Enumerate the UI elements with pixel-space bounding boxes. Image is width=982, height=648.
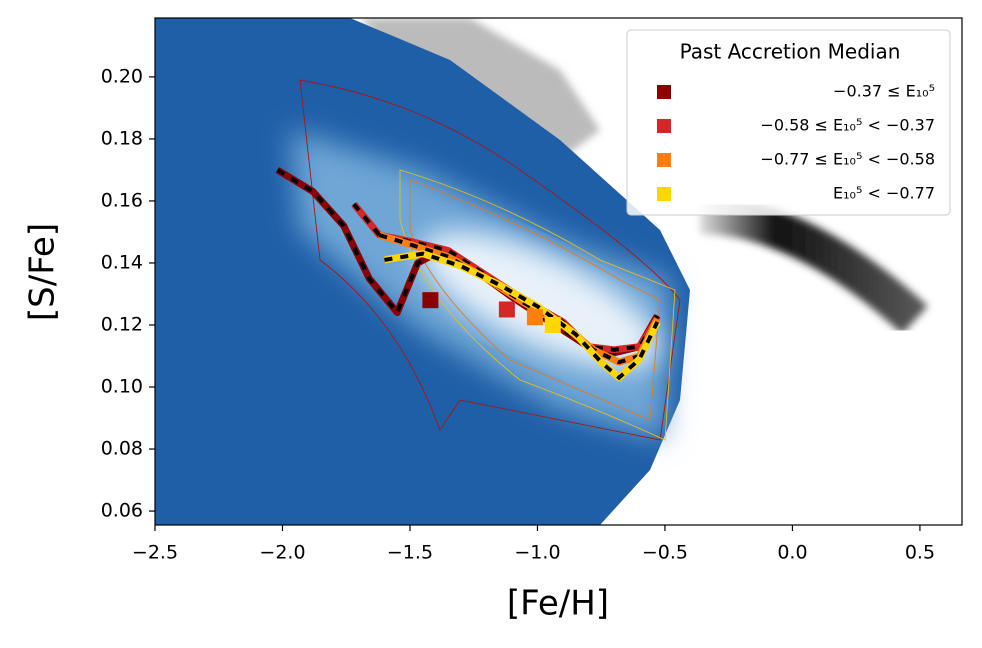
plot-frame [154, 17, 963, 526]
legend-marker [657, 153, 671, 167]
x-tick-label: −1.0 [514, 542, 560, 564]
legend-marker [657, 187, 671, 201]
legend-box [626, 29, 951, 216]
y-tick-label: 0.16 [101, 189, 143, 211]
legend: Past Accretion Median [626, 29, 951, 216]
median-marker [498, 301, 515, 318]
ridge-core [420, 231, 660, 369]
legend-label: E₁₀⁵ < −0.77 [833, 184, 935, 203]
x-tick-label: −2.5 [132, 542, 178, 564]
data-layer [275, 166, 661, 382]
contour [299, 79, 681, 441]
y-tick-label: 0.12 [101, 313, 143, 335]
histogram-background [155, 18, 928, 525]
median-line-dash [384, 251, 660, 381]
legend-label: −0.77 ≤ E₁₀⁵ < −0.58 [760, 150, 935, 169]
y-tick-label: 0.20 [101, 65, 143, 87]
y-tick-label: 0.06 [101, 500, 143, 522]
median-marker [526, 309, 543, 326]
x-tick-label: −1.5 [387, 542, 433, 564]
gray-arc [699, 196, 928, 335]
median-marker [422, 292, 439, 309]
median-marker [544, 316, 561, 333]
legend-label: −0.58 ≤ E₁₀⁵ < −0.37 [760, 116, 935, 135]
x-tick-label: −2.0 [259, 542, 305, 564]
contour [399, 169, 676, 441]
x-tick-label: 0.5 [905, 542, 935, 564]
legend-marker [657, 119, 671, 133]
y-tick-label: 0.14 [101, 251, 143, 273]
x-tick-label: −0.5 [642, 542, 688, 564]
legend-title: Past Accretion Median [680, 40, 901, 64]
x-tick-label: 0.0 [777, 542, 807, 564]
legend-marker [657, 85, 671, 99]
contour [409, 179, 661, 421]
legend-label: −0.37 ≤ E₁₀⁵ [833, 82, 935, 101]
y-tick-label: 0.10 [101, 376, 143, 398]
x-axis-label: [Fe/H] [507, 584, 609, 624]
y-tick-label: 0.08 [101, 438, 143, 460]
y-tick-label: 0.18 [101, 127, 143, 149]
y-axis-label: [S/Fe] [23, 223, 63, 321]
